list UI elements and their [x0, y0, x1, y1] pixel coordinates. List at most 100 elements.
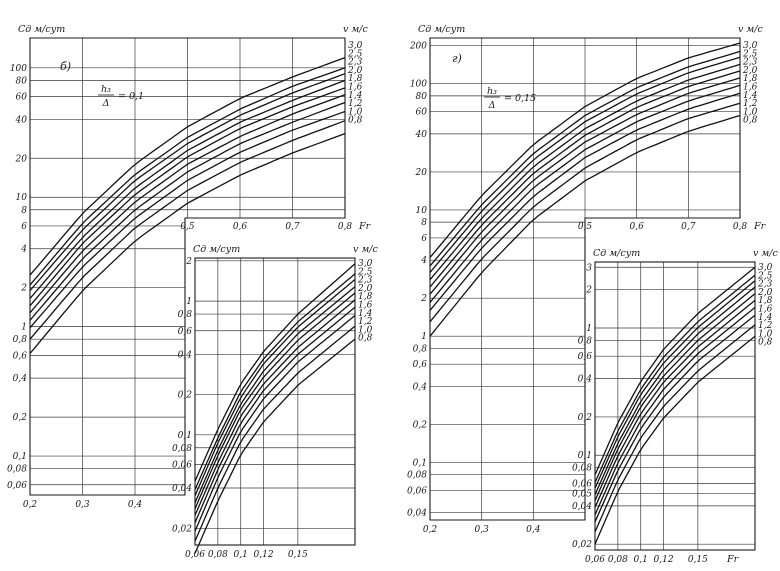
series-label: 2,3 — [742, 58, 758, 68]
chart-3-inset: 3210,80,60,40,20,10,080,060,050,040,020,… — [572, 248, 779, 565]
series-label: 0,8 — [743, 116, 758, 126]
series-label: 1,8 — [348, 74, 363, 84]
series-label: 2,3 — [347, 58, 363, 68]
parameter-denominator: Δ — [488, 100, 496, 111]
series-line-v-0-8 — [29, 132, 346, 354]
series-line-v-1-2 — [429, 92, 741, 311]
series-line-v-2-5 — [594, 274, 756, 483]
y-tick-label: 0,4 — [413, 382, 428, 392]
chart-0-main: 100 80 60 40 20 10 8 6 4 2 1 0,8 0,6 0,4 0,2 0,1 0,08 0,0… — [7, 24, 372, 510]
y-tick-label: 100 — [10, 64, 27, 74]
y-tick-label: 0,08 — [407, 471, 427, 481]
series-label: 0,8 — [348, 116, 363, 126]
y-tick-label: 0,08 — [572, 464, 592, 474]
y-tick-label: 0,6 — [578, 352, 593, 362]
series-label: 1,6 — [758, 305, 773, 315]
x-tick-label: 0,6 — [630, 222, 645, 232]
x-tick-label: 0,08 — [608, 555, 628, 565]
y-tick-label: 2 — [185, 257, 192, 267]
series-line-v-2-3 — [29, 73, 346, 292]
series-label: 2,3 — [757, 280, 773, 290]
series-line-v-1-2 — [194, 314, 356, 532]
series-line-v-3-0 — [429, 42, 741, 258]
x-tick-label: 0,2 — [23, 500, 38, 510]
x-tick-label: 0,2 — [423, 525, 438, 535]
series-line-v-2-3 — [594, 280, 756, 489]
y-tick-label: 0,1 — [13, 452, 27, 462]
y-tick-label: 0,04 — [572, 502, 592, 512]
y-tick-label: 0,2 — [413, 420, 428, 430]
series-line-v-1-6 — [429, 77, 741, 295]
series-line-v-1-8 — [429, 70, 741, 288]
x-tick-label: 0,7 — [681, 222, 696, 232]
series-label: 1,8 — [743, 74, 758, 84]
plot-frame — [194, 257, 356, 546]
series-line-v-0-8 — [594, 335, 756, 545]
series-line-v-1-6 — [29, 94, 346, 314]
x-tick-label: 0,12 — [654, 555, 674, 565]
y-tick-label: 60 — [416, 108, 428, 118]
series-line-v-1-4 — [429, 84, 741, 303]
series-label: 2,0 — [347, 66, 363, 76]
series-line-v-1-0 — [194, 325, 356, 542]
series-line-v-3-0 — [194, 263, 356, 482]
y-tick-label: 60 — [16, 93, 28, 103]
series-line-v-1-8 — [29, 87, 346, 307]
series-line-v-1-6 — [194, 299, 356, 516]
y-tick-label: 1 — [21, 323, 27, 333]
y-tick-label: 0,1 — [578, 451, 592, 461]
series-label: 3,0 — [348, 41, 363, 51]
series-label: 2,5 — [742, 49, 758, 59]
y-tick-label: 20 — [15, 154, 28, 164]
y-tick-label: 8 — [421, 218, 427, 228]
y-tick-label: 20 — [415, 168, 428, 178]
series-label: 0,8 — [358, 334, 373, 344]
y-tick-label: 2 — [20, 284, 27, 294]
y-tick-label: 0,6 — [13, 351, 28, 361]
parameter-denominator: Δ — [102, 98, 110, 109]
y-tick-label: 0,08 — [7, 465, 27, 475]
y-tick-label: 4 — [20, 245, 27, 255]
series-label: 1,0 — [758, 329, 773, 339]
series-line-v-1-2 — [594, 314, 756, 523]
series-label: 2,5 — [357, 267, 373, 277]
y-tick-label: 40 — [15, 115, 28, 125]
series-label: 0,8 — [758, 338, 773, 348]
x-tick-label: 0,4 — [128, 500, 143, 510]
x-tick-label: 0,5 — [180, 222, 195, 232]
x-tick-label: 0,4 — [526, 525, 541, 535]
series-label: 1,4 — [348, 91, 363, 101]
series-label: 1,6 — [743, 83, 758, 93]
series-line-v-1-2 — [29, 110, 346, 329]
series-line-v-0-8 — [429, 114, 741, 337]
y-tick-label: 0,6 — [413, 360, 428, 370]
y-tick-label: 80 — [16, 76, 28, 86]
chart-1-inset: 210,80,60,40,20,10,080,060,040,020,06 0,0… — [172, 244, 379, 560]
y-tick-label: 40 — [415, 130, 428, 140]
series-label: 1,4 — [358, 309, 373, 319]
y-tick-label: 100 — [410, 80, 427, 90]
series-label: 2,0 — [357, 284, 373, 294]
y-tick-label: 0,8 — [13, 335, 28, 345]
series-line-v-1-6 — [594, 299, 756, 508]
parameter-numerator: h₃ — [101, 84, 111, 95]
x-axis-label: Fr — [358, 221, 372, 232]
y-tick-label: 0,08 — [172, 444, 192, 454]
series-line-v-1-4 — [594, 306, 756, 516]
y-tick-label: 1 — [586, 324, 592, 334]
x-tick-label: 0,8 — [338, 222, 353, 232]
y-tick-label: 0,06 — [407, 486, 427, 496]
y-tick-label: 0,2 — [578, 413, 593, 423]
y-axis-label: Cд м/сут — [418, 24, 465, 35]
y-tick-label: 0,2 — [13, 413, 28, 423]
y-tick-label: 0,4 — [13, 374, 28, 384]
series-label: 3,0 — [358, 259, 373, 269]
series-line-v-1-4 — [29, 101, 346, 321]
series-label: 1,0 — [743, 107, 758, 117]
x-tick-label: 0,12 — [254, 550, 274, 560]
series-label: 1,2 — [758, 321, 773, 331]
series-line-v-2-5 — [29, 67, 346, 286]
y-tick-label: 8 — [21, 206, 27, 216]
plot-frame — [594, 261, 756, 551]
